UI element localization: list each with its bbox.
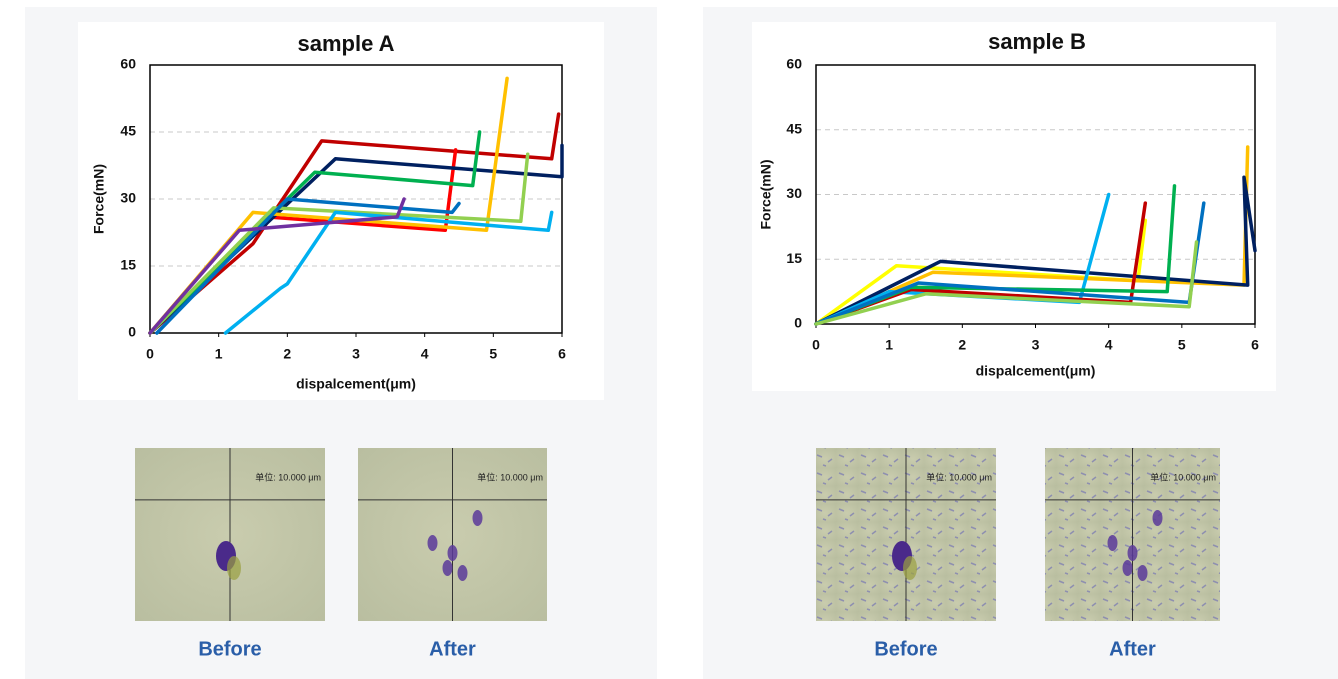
x-tick-label: 3 bbox=[352, 346, 360, 362]
micrograph: 单位: 10.000 μm Before bbox=[816, 448, 996, 660]
series-line bbox=[148, 130, 482, 335]
y-tick-label: 30 bbox=[120, 190, 136, 206]
y-tick-label: 0 bbox=[128, 324, 136, 340]
plot-frame bbox=[815, 64, 1256, 325]
y-tick-label: 30 bbox=[786, 185, 802, 201]
cell-fragment bbox=[442, 560, 453, 576]
y-axis-label: Force(mN) bbox=[758, 159, 774, 229]
chart-title: sample B bbox=[988, 29, 1086, 54]
image-caption: After bbox=[429, 638, 476, 660]
cell-fragment bbox=[1152, 510, 1163, 526]
cell-fragment bbox=[1107, 535, 1118, 551]
cell-fragment bbox=[457, 565, 468, 581]
cell-fragment bbox=[472, 510, 483, 526]
cell-fragment bbox=[427, 535, 438, 551]
micrograph: 单位: 10.000 μm After bbox=[1045, 448, 1220, 660]
x-tick-label: 4 bbox=[421, 346, 429, 362]
series-line bbox=[223, 210, 554, 335]
y-axis-label: Force(mN) bbox=[91, 164, 107, 234]
y-tick-label: 45 bbox=[786, 120, 802, 136]
cell-fragment bbox=[447, 545, 458, 561]
cell-fragment bbox=[1137, 565, 1148, 581]
chart-box bbox=[752, 22, 1276, 391]
cell-fragment bbox=[1127, 545, 1138, 561]
micrograph: 单位: 10.000 μm After bbox=[358, 448, 547, 660]
x-tick-label: 1 bbox=[885, 337, 893, 353]
x-tick-label: 0 bbox=[812, 337, 820, 353]
image-caption: Before bbox=[874, 638, 937, 660]
x-axis-label: dispalcement(μm) bbox=[976, 363, 1096, 379]
x-tick-label: 5 bbox=[489, 346, 497, 362]
series-line bbox=[814, 218, 1148, 326]
series-line bbox=[155, 197, 461, 335]
micrograph: 单位: 10.000 μm Before bbox=[135, 448, 325, 660]
scale-label: 单位: 10.000 μm bbox=[1150, 471, 1216, 482]
y-tick-label: 45 bbox=[120, 123, 136, 139]
x-tick-label: 2 bbox=[283, 346, 291, 362]
x-tick-label: 3 bbox=[1032, 337, 1040, 353]
x-tick-label: 6 bbox=[1251, 337, 1259, 353]
y-tick-label: 60 bbox=[786, 56, 802, 72]
series-line bbox=[148, 197, 406, 335]
y-tick-label: 0 bbox=[794, 315, 802, 331]
cell-fragment bbox=[1122, 560, 1133, 576]
cell-halo bbox=[227, 556, 241, 580]
y-tick-label: 15 bbox=[786, 250, 802, 266]
cell-halo bbox=[903, 556, 917, 580]
y-tick-label: 60 bbox=[120, 56, 136, 72]
series-line bbox=[814, 240, 1199, 326]
x-tick-label: 0 bbox=[146, 346, 154, 362]
series-line bbox=[148, 112, 561, 335]
image-caption: Before bbox=[198, 638, 261, 660]
scale-label: 单位: 10.000 μm bbox=[255, 471, 321, 482]
x-tick-label: 4 bbox=[1105, 337, 1113, 353]
series-line bbox=[814, 175, 1257, 326]
x-tick-label: 2 bbox=[958, 337, 966, 353]
x-tick-label: 5 bbox=[1178, 337, 1186, 353]
x-tick-label: 6 bbox=[558, 346, 566, 362]
y-tick-label: 15 bbox=[120, 257, 136, 273]
plot-frame bbox=[149, 64, 563, 334]
x-tick-label: 1 bbox=[215, 346, 223, 362]
image-caption: After bbox=[1109, 638, 1156, 660]
scale-label: 单位: 10.000 μm bbox=[477, 471, 543, 482]
chart-title: sample A bbox=[297, 31, 394, 56]
scale-label: 单位: 10.000 μm bbox=[926, 471, 992, 482]
x-axis-label: dispalcement(μm) bbox=[296, 376, 416, 392]
